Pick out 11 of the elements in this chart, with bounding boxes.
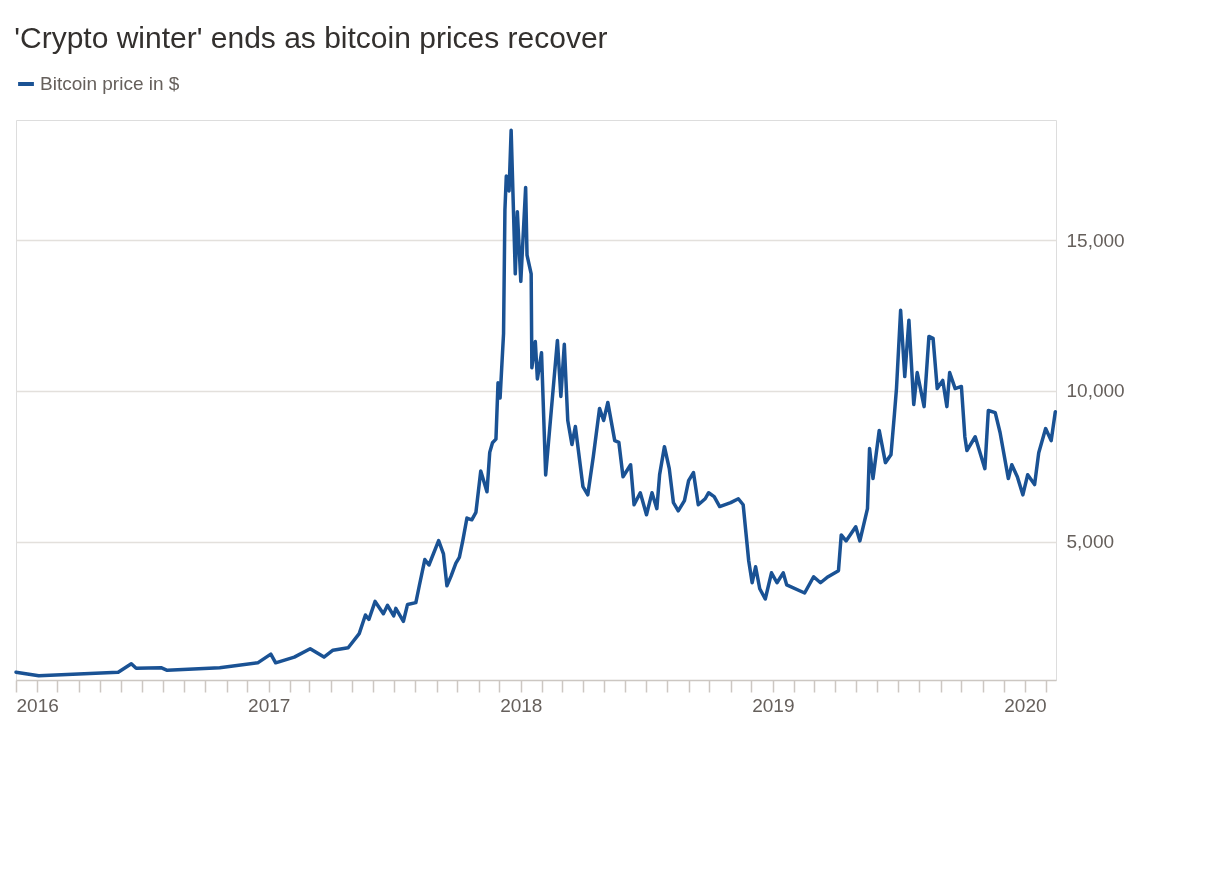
y-tick-label: 5,000 bbox=[1066, 531, 1115, 553]
y-tick-label: 10,000 bbox=[1066, 380, 1125, 402]
x-tick-label: 2016 bbox=[16, 694, 59, 716]
chart-title: 'Crypto winter' ends as bitcoin prices recover bbox=[14, 21, 608, 54]
y-tick-label: 15,000 bbox=[1066, 229, 1125, 251]
x-tick-label: 2020 bbox=[1004, 694, 1047, 716]
x-tick-label: 2018 bbox=[500, 694, 543, 716]
x-tick-label: 2017 bbox=[248, 694, 291, 716]
legend-label: Bitcoin price in $ bbox=[40, 73, 180, 94]
line-series bbox=[14, 128, 1058, 678]
x-tick-label: 2019 bbox=[752, 694, 795, 716]
